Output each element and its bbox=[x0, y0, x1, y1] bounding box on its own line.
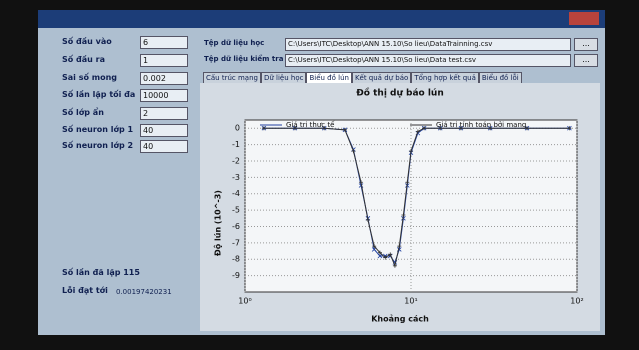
y-tick-label: -6 bbox=[232, 222, 240, 231]
plot-area bbox=[245, 120, 577, 292]
param-input[interactable]: 6 bbox=[140, 36, 188, 49]
legend-label: Giá trị tính toán bởi mạng bbox=[436, 121, 526, 129]
browse-button[interactable]: ... bbox=[574, 54, 598, 67]
param-label: Số neuron lớp 2 bbox=[62, 141, 133, 150]
file-path[interactable]: C:\Users\ITC\Desktop\ANN 15.10\So lieu\D… bbox=[285, 54, 571, 67]
error-value: 0.00197420231 bbox=[116, 288, 172, 296]
param-label: Số đầu ra bbox=[62, 55, 105, 64]
param-label: Số lần lặp tối đa bbox=[62, 90, 135, 99]
y-tick-label: -8 bbox=[232, 255, 240, 264]
param-input[interactable]: 2 bbox=[140, 107, 188, 120]
y-tick-label: -4 bbox=[232, 189, 240, 198]
y-tick-label: -5 bbox=[232, 206, 240, 215]
param-label: Số đầu vào bbox=[62, 37, 112, 46]
x-tick-label: 10¹ bbox=[404, 297, 417, 306]
param-input[interactable]: 0.002 bbox=[140, 72, 188, 85]
iterations: Số lần đã lặp 115 bbox=[62, 268, 140, 277]
screen: Số đầu vào 6 Số đầu ra 1 Sai số mong 0.002 Số … bbox=[0, 0, 639, 350]
param-input[interactable]: 40 bbox=[140, 140, 188, 153]
chart-title: Đồ thị dự báo lún bbox=[356, 88, 444, 99]
x-tick-label: 10² bbox=[570, 297, 583, 306]
x-axis-label: Khoảng cách bbox=[371, 314, 429, 324]
y-tick-label: -9 bbox=[232, 271, 240, 280]
error-label: Lỗi đạt tới bbox=[62, 286, 108, 295]
chart: Đồ thị dự báo lún Khoảng cách Độ lún (10… bbox=[200, 83, 600, 331]
y-tick-label: -3 bbox=[232, 173, 240, 182]
y-tick-label: -2 bbox=[232, 156, 240, 165]
param-input[interactable]: 10000 bbox=[140, 89, 188, 102]
title-bar bbox=[38, 10, 605, 28]
file-label: Tệp dữ liệu kiểm tra bbox=[204, 55, 283, 63]
y-tick-label: 0 bbox=[235, 124, 240, 133]
file-path[interactable]: C:\Users\ITC\Desktop\ANN 15.10\So lieu\D… bbox=[285, 38, 571, 51]
param-label: Số lớp ẩn bbox=[62, 108, 104, 117]
param-label: Số neuron lớp 1 bbox=[62, 125, 133, 134]
y-axis-label: Độ lún (10^-3) bbox=[214, 190, 223, 256]
x-tick-label: 10⁰ bbox=[238, 297, 251, 306]
param-input[interactable]: 40 bbox=[140, 124, 188, 137]
y-tick-label: -7 bbox=[232, 238, 240, 247]
browse-button[interactable]: ... bbox=[574, 38, 598, 51]
file-label: Tệp dữ liệu học bbox=[204, 39, 264, 47]
param-input[interactable]: 1 bbox=[140, 54, 188, 67]
y-tick-label: -1 bbox=[232, 140, 240, 149]
app-window: Số đầu vào 6 Số đầu ra 1 Sai số mong 0.002 Số … bbox=[38, 10, 605, 335]
close-button[interactable] bbox=[569, 12, 599, 25]
param-label: Sai số mong bbox=[62, 73, 117, 82]
